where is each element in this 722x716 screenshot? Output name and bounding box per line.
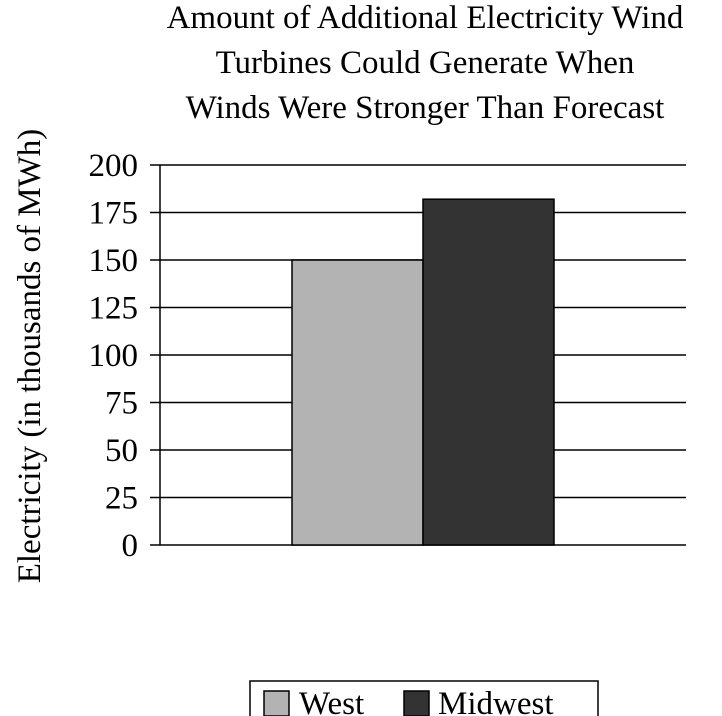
y-tick-label: 0 xyxy=(122,528,139,564)
chart-title-line-1: Amount of Additional Electricity Wind xyxy=(167,0,684,36)
chart-title: Amount of Additional Electricity Wind Tu… xyxy=(167,0,684,126)
y-tick-label: 175 xyxy=(89,196,139,232)
legend-label-midwest: Midwest xyxy=(438,686,554,716)
legend: West Midwest xyxy=(249,680,599,716)
y-axis-label: Electricity (in thousands of MWh) xyxy=(12,129,48,584)
chart-title-line-2: Turbines Could Generate When xyxy=(216,45,635,81)
y-tick-label: 150 xyxy=(89,243,139,279)
chart-title-line-3: Winds Were Stronger Than Forecast xyxy=(186,90,665,126)
y-tick-label: 50 xyxy=(105,433,138,469)
bar-west xyxy=(291,259,424,546)
y-tick-label: 25 xyxy=(105,481,138,517)
y-tick-label: 100 xyxy=(89,338,139,374)
legend-label-west: West xyxy=(299,686,364,716)
legend-swatch-west xyxy=(263,690,290,716)
bar-midwest xyxy=(422,198,555,546)
y-tick-label: 200 xyxy=(89,148,139,184)
legend-swatch-midwest xyxy=(403,690,430,716)
y-tick-label: 75 xyxy=(105,386,138,422)
y-axis-ticks: 0 25 50 75 100 125 150 175 200 xyxy=(89,148,139,564)
y-tick-label: 125 xyxy=(89,291,139,327)
bars xyxy=(291,198,555,546)
